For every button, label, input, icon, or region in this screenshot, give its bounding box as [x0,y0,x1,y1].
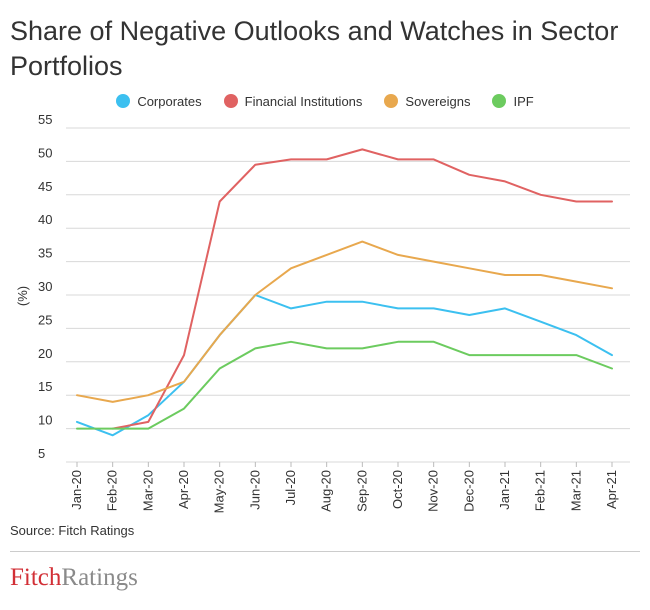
x-tick-label: Jun-20 [247,470,262,510]
divider [10,551,640,552]
gridlines [66,127,630,463]
x-tick-label: May-20 [212,470,227,513]
x-tick-label: Nov-20 [426,470,441,512]
series-line-financial-institutions [111,148,613,430]
fitch-ratings-logo: FitchRatings [10,563,138,593]
y-tick-label: 10 [38,413,52,428]
legend-label: Financial Institutions [244,93,363,109]
x-tick-label: Sep-20 [354,470,369,512]
x-tick-label: Apr-21 [604,470,619,509]
x-tick-label: Oct-20 [390,470,405,509]
x-tick-label: Aug-20 [319,470,334,512]
y-tick-label: 50 [38,145,52,160]
y-tick-label: 45 [38,179,52,194]
legend-marker [116,94,131,108]
y-tick-label: 30 [38,279,52,294]
x-tick-label: Mar-20 [140,470,155,511]
y-axis-label: (%) [15,286,30,306]
legend-marker [384,94,399,108]
series-line-sovereigns [76,240,613,403]
x-tick-label: Jan-20 [69,470,84,510]
series-line-corporates [76,294,613,437]
legend-item-corporates: Corporates [116,91,202,111]
legend-label: Sovereigns [405,93,471,109]
x-tick-label: Feb-20 [105,470,120,511]
y-tick-label: 20 [38,346,52,361]
y-tick-label: 25 [38,312,52,327]
logo-ratings: Ratings [61,564,138,591]
legend-label: Corporates [137,93,202,109]
legend-item-financial-institutions: Financial Institutions [223,91,363,111]
x-axis-ticks: Jan-20 Feb-20 Mar-20 Apr-20 May-20 Jun-20 Jul-… [69,462,619,513]
legend-marker [492,94,507,108]
legend-marker [223,94,238,108]
y-tick-label: 35 [38,246,52,261]
y-tick-label: 5 [38,446,45,461]
x-tick-label: Mar-21 [568,470,583,511]
x-tick-label: Dec-20 [461,470,476,512]
y-tick-label: 40 [38,212,52,227]
series-lines [76,148,613,437]
x-tick-label: Jul-20 [283,470,298,505]
source-note: Source: Fitch Ratings [10,523,135,538]
x-tick-label: Jan-21 [497,470,512,510]
x-tick-label: Feb-21 [533,470,548,511]
legend-label: IPF [513,93,534,109]
legend-item-sovereigns: Sovereigns [384,91,470,111]
y-axis-ticks: 5 10 15 20 25 30 35 40 45 50 55 [38,112,52,461]
x-tick-label: Apr-20 [176,470,191,509]
chart-title: Share of Negative Outlooks and Watches i… [10,16,619,81]
legend-item-ipf: IPF [492,91,534,111]
series-line-ipf [76,340,613,430]
y-tick-label: 55 [38,112,52,127]
y-tick-label: 15 [38,379,52,394]
logo-fitch: Fitch [10,564,62,591]
line-chart: 5 10 15 20 25 30 35 40 45 50 55 Jan-20 Feb-20 Mar-20… [15,112,630,513]
legend: Corporates Financial Institutions Sovereig… [0,91,650,111]
